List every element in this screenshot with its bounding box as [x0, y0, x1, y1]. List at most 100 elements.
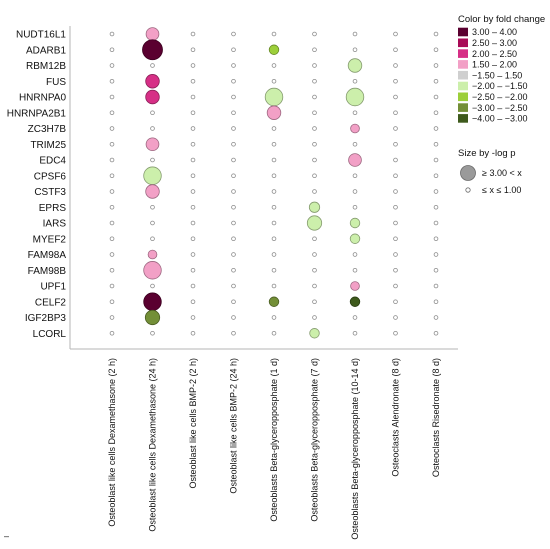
neutral-dot	[312, 78, 317, 84]
neutral-dot	[109, 204, 115, 210]
neutral-dot	[190, 252, 196, 257]
neutral-dot	[312, 173, 317, 179]
neutral-dot	[393, 315, 398, 320]
row-label: MYEF2	[33, 234, 67, 245]
neutral-dot	[433, 157, 439, 163]
neutral-dot	[393, 267, 398, 273]
neutral-dot	[231, 31, 236, 37]
neutral-dot	[312, 110, 317, 116]
bubble	[147, 249, 158, 260]
neutral-dot	[352, 78, 358, 84]
neutral-dot	[271, 252, 277, 257]
legend-bin-label: 2.00 – 2.50	[472, 49, 517, 59]
neutral-dot	[190, 173, 196, 179]
bubble	[145, 89, 160, 105]
bubble	[349, 233, 361, 244]
row-label: EPRS	[39, 203, 67, 214]
neutral-dot	[312, 47, 317, 53]
neutral-dot	[433, 315, 439, 320]
neutral-dot	[190, 78, 196, 84]
legend-bin-label: 3.00 – 4.00	[472, 27, 517, 37]
legend-bin-label: 2.50 – 3.00	[472, 38, 517, 48]
neutral-dot	[393, 141, 398, 147]
neutral-dot	[312, 189, 317, 194]
row-label: RBM12B	[26, 61, 66, 72]
column-label: Osteoblasts Beta-glyceropposphate (10-14…	[350, 358, 360, 540]
neutral-dot	[109, 47, 115, 53]
legend-size-items: ≥ 3.00 < x ≤ x ≤ 1.00	[460, 165, 522, 195]
neutral-dot	[352, 110, 358, 116]
bubbles	[142, 27, 365, 339]
legend-size-label: ≥ 3.00 < x	[482, 168, 522, 178]
neutral-dot	[271, 267, 277, 273]
legend-bin-label: −2.50 – −2.00	[472, 92, 528, 102]
row-label: FAM98A	[28, 250, 67, 261]
neutral-dot	[352, 189, 358, 194]
neutral-dot	[109, 173, 115, 179]
row-label: ADARB1	[26, 45, 66, 56]
neutral-dot	[352, 47, 358, 53]
neutral-dot	[393, 110, 398, 116]
neutral-dot	[109, 220, 115, 226]
neutral-dot	[271, 220, 277, 226]
neutral-dot	[190, 220, 196, 226]
bubble	[143, 292, 162, 311]
neutral-dot	[150, 283, 155, 289]
legend-color-bins: 3.00 – 4.002.50 – 3.002.00 – 2.501.50 – …	[458, 27, 528, 124]
bubble	[306, 215, 323, 231]
neutral-dot	[393, 220, 398, 226]
bubble	[145, 137, 160, 152]
legend-size-marker	[465, 187, 471, 193]
bubble	[268, 44, 280, 55]
bubble	[350, 123, 360, 134]
legend-bin-label: −4.00 – −3.00	[472, 114, 528, 124]
neutral-dot	[312, 283, 317, 289]
neutral-dot	[352, 204, 358, 210]
neutral-dot	[271, 236, 277, 242]
neutral-dot	[109, 267, 115, 273]
neutral-dot	[433, 31, 439, 37]
neutral-dot	[433, 110, 439, 116]
neutral-dot	[190, 157, 196, 163]
neutral-dot	[271, 189, 277, 194]
neutral-dot	[271, 126, 277, 131]
neutral-dot	[433, 204, 439, 210]
neutral-dot	[231, 315, 236, 320]
row-label: FUS	[46, 77, 66, 88]
row-label: NUDT16L1	[16, 30, 66, 41]
neutral-dot	[271, 63, 277, 68]
neutral-dot	[312, 63, 317, 68]
legend-size-title: Size by -log p	[458, 148, 516, 159]
neutral-dot	[231, 63, 236, 68]
neutral-dot	[190, 94, 196, 100]
neutral-dot	[352, 315, 358, 320]
legend-bin-label: 1.50 – 2.00	[472, 60, 517, 70]
row-label: UPF1	[40, 282, 66, 293]
neutral-dot	[231, 141, 236, 147]
neutral-dot	[393, 330, 398, 336]
row-label: ZC3H7B	[28, 124, 67, 135]
neutral-dot	[231, 252, 236, 257]
neutral-dot	[271, 157, 277, 163]
neutral-dot	[190, 330, 196, 336]
neutral-dot	[231, 299, 236, 305]
neutral-dot	[393, 236, 398, 242]
neutral-dot	[393, 157, 398, 163]
neutral-dot	[231, 189, 236, 194]
row-label: IARS	[43, 219, 67, 230]
bubble	[309, 328, 320, 339]
neutral-dot	[433, 267, 439, 273]
neutral-dot	[433, 283, 439, 289]
neutral-dot	[312, 94, 317, 100]
bubble	[308, 201, 321, 213]
neutral-dot	[393, 126, 398, 131]
bubble	[349, 217, 361, 229]
neutral-dot	[393, 31, 398, 37]
legend: Color by fold change 3.00 – 4.002.50 – 3…	[458, 14, 545, 195]
neutral-dot	[352, 141, 358, 147]
column-label: Osteoblasts Beta-glyceropposphate (1 d)	[269, 358, 279, 522]
neutral-dot	[231, 283, 236, 289]
neutral-dot	[433, 78, 439, 84]
neutral-dot	[109, 157, 115, 163]
